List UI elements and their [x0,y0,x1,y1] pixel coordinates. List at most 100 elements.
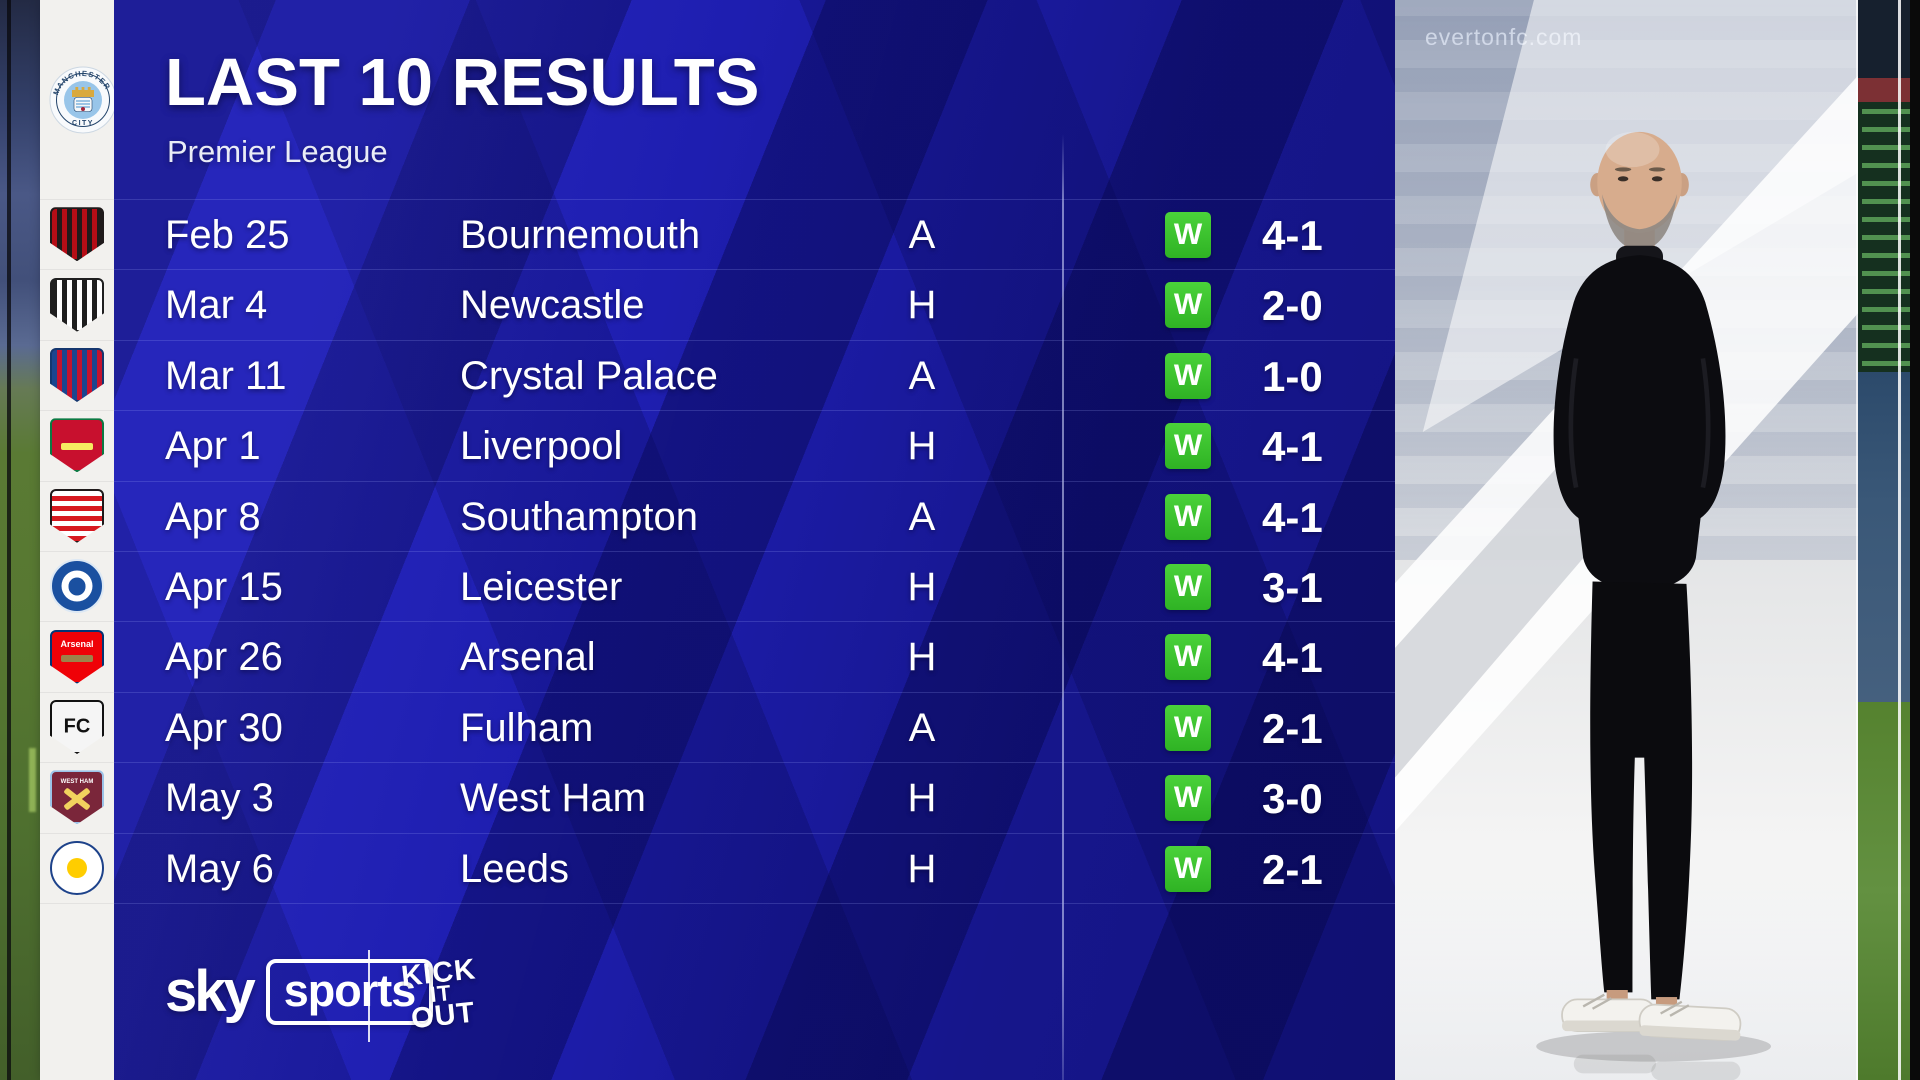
result-date: Mar 4 [165,283,268,328]
result-score: 2-0 [1262,282,1323,330]
result-venue: H [907,565,937,609]
result-row: Apr 8 Southampton A W 4-1 [114,480,1395,552]
result-date: Apr 30 [165,705,283,750]
result-venue: H [907,635,937,680]
result-opponent: Leicester [460,565,623,609]
result-opponent: Southampton [460,494,698,539]
badge-accent-bar [61,654,93,662]
badge-text: WEST HAM [60,779,94,786]
badge-text: FC [63,715,91,738]
sky-logo-text: sky [165,959,256,1024]
result-outcome-badge: W [1165,775,1211,822]
badge-accent-bar [61,443,93,451]
result-date: Apr 8 [165,494,261,539]
leeds-badge-icon [50,840,104,895]
badge-bottom-text: CITY [72,120,94,127]
badge-strip: MANCHESTER CITY Arsenal FC WEST HAM [40,0,117,1080]
badge-strip-separator [40,551,114,552]
result-venue: A [908,494,936,539]
result-outcome-badge: W [1165,423,1211,470]
badge-strip-separator [40,480,114,482]
left-sliver-highlight [29,748,36,812]
result-outcome-badge: W [1165,704,1211,751]
badge-text: Arsenal [60,638,94,649]
results-panel: LAST 10 RESULTS Premier League Feb 25 Bo… [114,0,1395,1080]
kick-it-out-logo: KICK IT OUT [385,939,497,1051]
sports-logo-box: sports [265,958,434,1025]
result-outcome-badge: W [1165,493,1211,540]
result-opponent: Fulham [460,705,594,750]
result-score: 3-1 [1262,564,1323,611]
kick-it-out-line3: OUT [409,996,477,1035]
result-opponent: Newcastle [460,283,645,328]
competition-subtitle: Premier League [167,134,388,169]
panel-pattern-shade [114,0,1395,1080]
west-ham-badge-icon: WEST HAM [50,770,104,825]
result-date: Feb 25 [165,213,290,257]
result-outcome-badge: W [1165,845,1211,892]
page-title: LAST 10 RESULTS [165,45,760,120]
strip-crowd [1858,372,1920,702]
result-score: 2-1 [1262,704,1323,752]
result-row: Apr 1 Liverpool H W 4-1 [114,410,1395,481]
crystal-palace-badge-icon [50,348,104,402]
result-outcome-badge: W [1165,352,1211,399]
table-bottom-line [114,903,1395,904]
badge-accent-dot [67,857,87,878]
result-opponent: Liverpool [460,424,623,469]
strip-dark-edge [1910,0,1920,1080]
result-score: 4-1 [1262,493,1323,541]
arsenal-badge-icon: Arsenal [50,629,104,684]
result-row: Mar 4 Newcastle H W 2-0 [114,269,1395,340]
result-opponent: West Ham [460,776,646,821]
result-venue: A [908,353,936,398]
result-outcome-badge: W [1165,212,1211,258]
badge-accent-ring-center [68,577,86,596]
result-score: 1-0 [1262,352,1323,400]
results-table: Feb 25 Bournemouth A W 4-1 Mar 4 Newcast… [114,0,1395,1080]
result-opponent: Bournemouth [460,213,701,257]
left-video-sliver [0,0,40,1080]
result-venue: H [907,283,937,328]
result-score: 4-1 [1262,212,1323,259]
result-venue: H [907,776,937,821]
badge-strip-separator [40,621,114,623]
result-row: Apr 30 Fulham A W 2-1 [114,691,1395,763]
badge-strip-separator [40,762,114,764]
result-venue: H [907,846,937,891]
right-video-strip [1858,0,1920,1080]
result-opponent: Crystal Palace [460,353,718,398]
result-outcome-badge: W [1165,564,1211,610]
result-date: May 6 [165,846,274,891]
result-row: Apr 26 Arsenal H W 4-1 [114,621,1395,692]
leicester-badge-icon [50,559,104,614]
liverpool-badge-icon [50,418,104,473]
column-divider-line [1062,134,1064,1080]
badge-strip-separator [40,903,114,904]
badge-strip-separator [40,339,114,341]
fulham-badge-icon: FC [50,700,104,754]
newcastle-badge-icon [50,277,104,332]
badge-strip-separator [40,269,114,271]
result-score: 4-1 [1262,423,1323,471]
result-row: Apr 15 Leicester H W 3-1 [114,551,1395,622]
badge-strip-separator [40,199,114,200]
result-venue: H [907,424,937,469]
southampton-badge-icon [50,488,104,543]
bournemouth-badge-icon [50,207,104,262]
photo-panel-edge [1856,0,1859,1080]
result-date: Mar 11 [165,353,287,398]
result-date: Apr 15 [165,565,283,609]
logo-divider-line [368,950,370,1042]
strip-pitch [1858,702,1920,1080]
result-date: Apr 1 [165,424,261,469]
badge-strip-separator [40,410,114,412]
badge-strip-separator [40,691,114,693]
strip-white-line [1898,0,1901,1080]
result-opponent: Arsenal [460,635,596,680]
scoreboard-glow [1862,108,1916,366]
result-row: May 6 Leeds H W 2-1 [114,832,1395,904]
result-score: 3-0 [1262,775,1323,823]
badge-accent-ring [61,570,93,602]
